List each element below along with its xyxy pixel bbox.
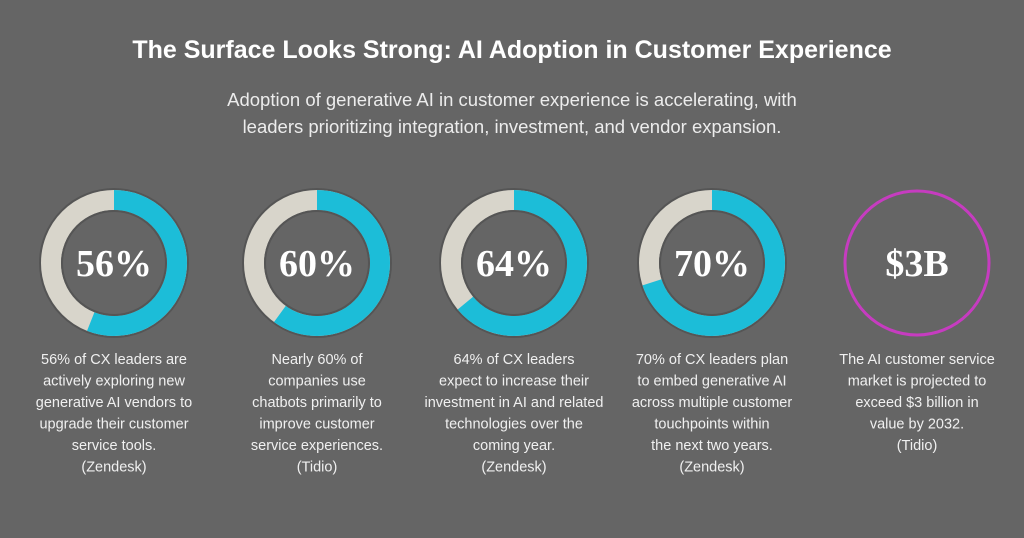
stat-description: expect to increase their (439, 374, 589, 390)
stat-description: actively exploring new (43, 374, 185, 390)
stat-description: exceed $3 billion in (855, 395, 978, 411)
ring-outline (843, 189, 991, 337)
stat-description: companies use (268, 374, 366, 390)
subtitle: Adoption of generative AI in customer ex… (227, 89, 797, 110)
subtitle: leaders prioritizing integration, invest… (243, 116, 782, 137)
stat-description: value by 2032. (870, 417, 964, 433)
stat-value: 60% (279, 243, 355, 285)
ring-arc (639, 190, 785, 336)
stat-description: Nearly 60% of (271, 352, 363, 368)
stat-description: coming year. (473, 438, 555, 454)
stat-description: technologies over the (445, 417, 583, 433)
stat-description: upgrade their customer (39, 417, 188, 433)
stat-description: (Tidio) (897, 438, 938, 454)
stat-description: investment in AI and related (425, 395, 604, 411)
stat-description: The AI customer service (839, 352, 995, 368)
stat-value: 70% (674, 243, 750, 285)
stat-description: (Tidio) (297, 460, 338, 476)
ring-inner-border (461, 210, 567, 316)
stat-description: (Zendesk) (81, 460, 146, 476)
stat-value: 64% (476, 243, 552, 285)
stat-description: generative AI vendors to (36, 395, 192, 411)
stat-description: 64% of CX leaders (454, 352, 575, 368)
ring-border (242, 188, 392, 338)
ring-border (637, 188, 787, 338)
stat-value: $3B (885, 243, 948, 285)
stat-description: across multiple customer (632, 395, 793, 411)
stat-value: 56% (76, 243, 152, 285)
stat-description: 70% of CX leaders plan (636, 352, 788, 368)
ring-inner-border (659, 210, 765, 316)
stat-description: improve customer (259, 417, 374, 433)
ring-border (439, 188, 589, 338)
stat-description: touchpoints within (654, 417, 769, 433)
ring-inner-border (61, 210, 167, 316)
stat-description: service tools. (72, 438, 157, 454)
stat-description: (Zendesk) (481, 460, 546, 476)
stat-description: (Zendesk) (679, 460, 744, 476)
stat-description: the next two years. (651, 438, 773, 454)
stat-description: service experiences. (251, 438, 383, 454)
ring-border (39, 188, 189, 338)
ring-inner-border (264, 210, 370, 316)
ring-arc (441, 190, 587, 336)
stat-description: market is projected to (848, 374, 987, 390)
stat-description: 56% of CX leaders are (41, 352, 187, 368)
title: The Surface Looks Strong: AI Adoption in… (132, 36, 891, 64)
stat-description: to embed generative AI (637, 374, 786, 390)
ring-arc (41, 190, 187, 336)
stat-description: chatbots primarily to (252, 395, 382, 411)
ring-arc (244, 190, 390, 336)
